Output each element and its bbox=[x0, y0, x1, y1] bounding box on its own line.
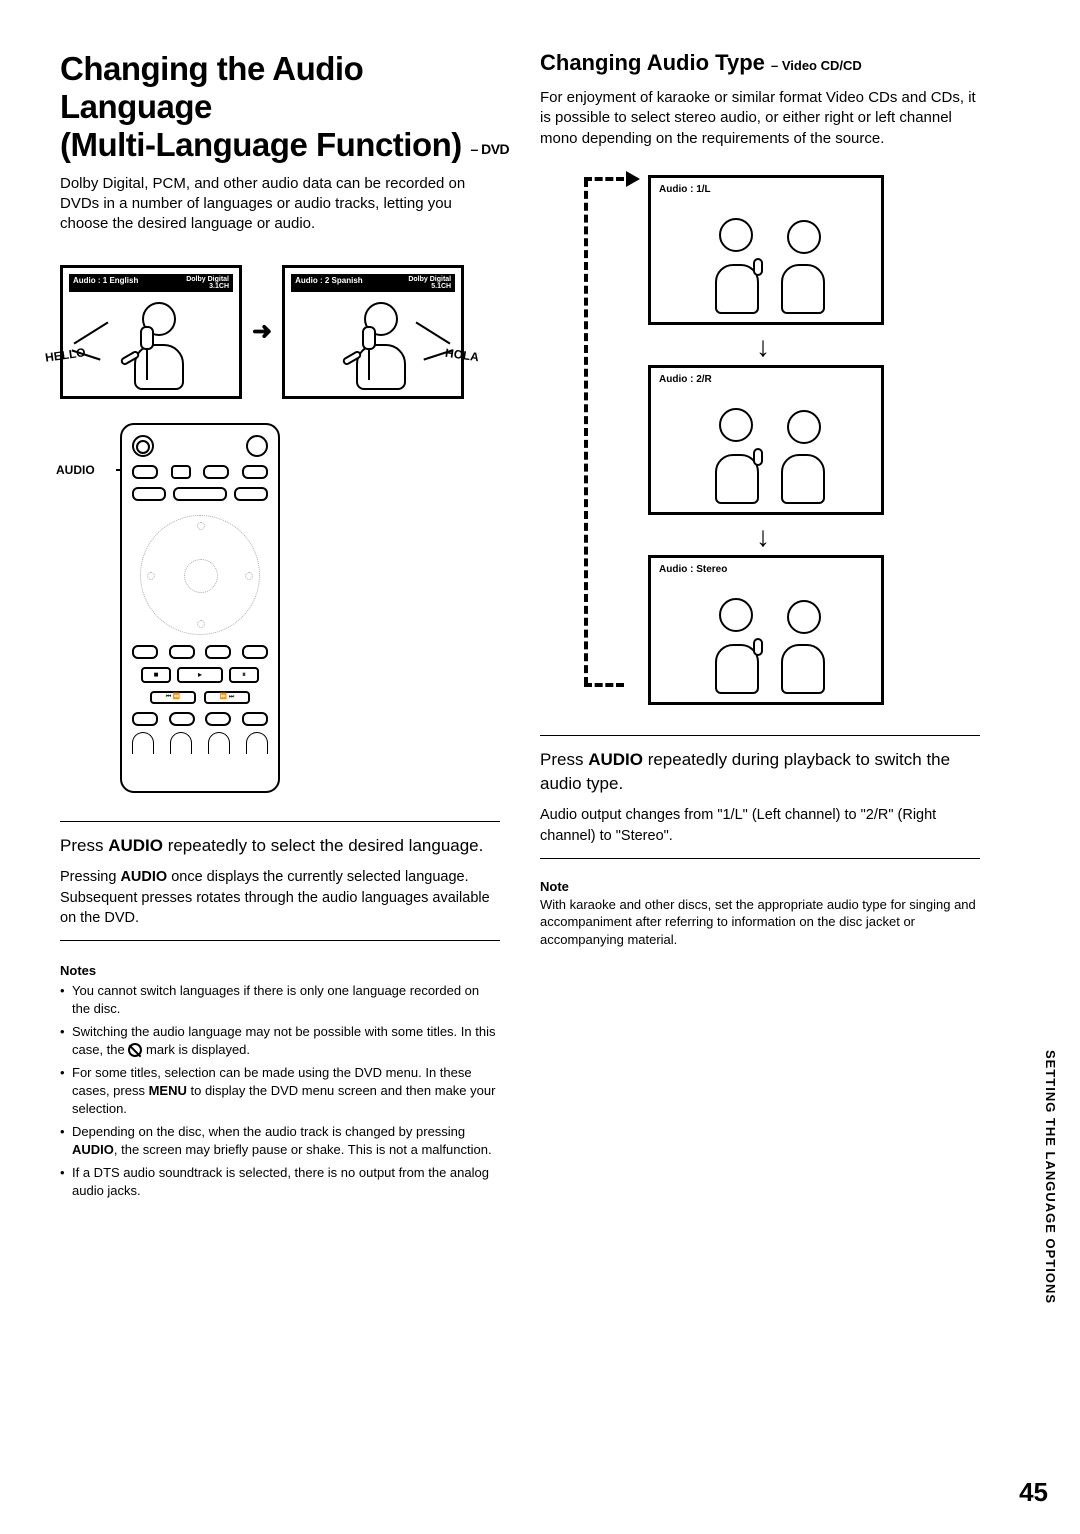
sub-title: Changing Audio Type – Video CD/CD bbox=[540, 50, 980, 76]
tv2-osd-rt: Dolby Digital bbox=[408, 276, 451, 283]
title-suffix: – DVD bbox=[470, 141, 509, 157]
title-line2: (Multi-Language Function) bbox=[60, 126, 462, 163]
audio-callout: AUDIO bbox=[56, 463, 95, 477]
note-item: Switching the audio language may not be … bbox=[60, 1023, 500, 1058]
divider bbox=[60, 940, 500, 941]
singer-illustration bbox=[118, 302, 190, 390]
right-step: Press AUDIO repeatedly during playback t… bbox=[540, 748, 980, 796]
note-heading: Note bbox=[540, 879, 980, 894]
notes-heading: Notes bbox=[60, 963, 500, 978]
tv1-osd-rt: Dolby Digital bbox=[186, 276, 229, 283]
note-item: If a DTS audio soundtrack is selected, t… bbox=[60, 1164, 500, 1199]
prohibit-icon bbox=[128, 1043, 142, 1057]
note-body: With karaoke and other discs, set the ap… bbox=[540, 896, 980, 949]
audio-type-sequence: Audio : 1/L ↓ Audio : 2/R ↓ Audio : Ster… bbox=[540, 175, 980, 705]
right-lead: For enjoyment of karaoke or similar form… bbox=[540, 88, 980, 149]
tv-1l: Audio : 1/L bbox=[648, 175, 884, 325]
tv-stereo: Audio : Stereo bbox=[648, 555, 884, 705]
speech-hello: HELLO bbox=[44, 345, 86, 365]
notes-list: You cannot switch languages if there is … bbox=[60, 982, 500, 1199]
divider bbox=[540, 735, 980, 736]
divider bbox=[540, 858, 980, 859]
tv-comparison: Audio : 1 English Dolby Digital3.1CH HEL… bbox=[60, 265, 500, 399]
osd-2r: Audio : 2/R bbox=[659, 374, 712, 385]
arrow-start-icon bbox=[626, 171, 640, 187]
arrow-icon: ➜ bbox=[248, 317, 276, 346]
title-line1: Changing the Audio Language bbox=[60, 50, 363, 125]
rc-dpad bbox=[140, 515, 260, 635]
page-number: 45 bbox=[1019, 1477, 1048, 1508]
remote-diagram: AUDIO ■▸⏸ ⏮ ⏪⏩ ⏭ bbox=[120, 423, 500, 793]
tv1-osd-left: Audio : 1 English bbox=[73, 276, 138, 290]
tv2-osd-left: Audio : 2 Spanish bbox=[295, 276, 363, 290]
osd-1l: Audio : 1/L bbox=[659, 184, 711, 195]
left-lead: Dolby Digital, PCM, and other audio data… bbox=[60, 174, 500, 235]
tv2-osd-rb: 5.1CH bbox=[431, 283, 451, 290]
main-title: Changing the Audio Language (Multi-Langu… bbox=[60, 50, 500, 164]
rc-btn-icon bbox=[246, 435, 268, 457]
right-detail: Audio output changes from "1/L" (Left ch… bbox=[540, 805, 980, 846]
tv-spanish: Audio : 2 Spanish Dolby Digital5.1CH HOL… bbox=[282, 265, 464, 399]
section-tab: SETTING THE LANGUAGE OPTIONS bbox=[1043, 1050, 1058, 1304]
left-detail: Pressing AUDIO once displays the current… bbox=[60, 867, 500, 928]
divider bbox=[60, 821, 500, 822]
note-item: Depending on the disc, when the audio tr… bbox=[60, 1123, 500, 1158]
note-item: For some titles, selection can be made u… bbox=[60, 1064, 500, 1117]
tv1-osd-rb: 3.1CH bbox=[209, 283, 229, 290]
rc-power-icon bbox=[132, 435, 154, 457]
speech-hola: HOLA bbox=[444, 345, 480, 364]
left-step: Press AUDIO repeatedly to select the des… bbox=[60, 834, 500, 858]
tv-2r: Audio : 2/R bbox=[648, 365, 884, 515]
singer-illustration-2 bbox=[340, 302, 412, 390]
note-item: You cannot switch languages if there is … bbox=[60, 982, 500, 1017]
osd-stereo: Audio : Stereo bbox=[659, 564, 727, 575]
tv-english: Audio : 1 English Dolby Digital3.1CH HEL… bbox=[60, 265, 242, 399]
down-arrow-icon: ↓ bbox=[756, 331, 770, 363]
down-arrow-icon: ↓ bbox=[756, 521, 770, 553]
